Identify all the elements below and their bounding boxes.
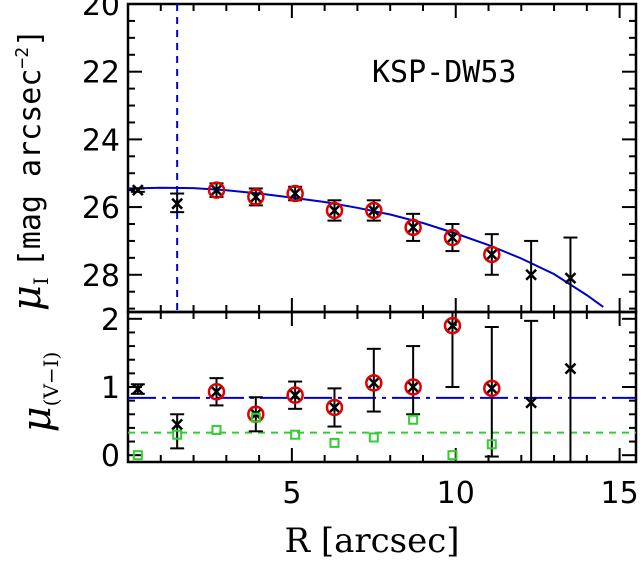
top-y-label-unit: [mag arcsec xyxy=(13,69,48,268)
top-y-label-main: μ xyxy=(4,285,50,311)
bottom-axes: 0 1 2 5 10 15 xyxy=(101,303,639,511)
top-y-tick-label: 22 xyxy=(82,56,120,91)
bottom-cross-point xyxy=(407,381,420,393)
bottom-y-tick-label: 1 xyxy=(101,371,120,406)
top-cross-point xyxy=(485,248,498,261)
top-axes: 20 22 24 26 28 xyxy=(82,0,636,312)
bottom-cross-point xyxy=(171,418,184,431)
bottom-cross-point xyxy=(328,401,341,414)
top-circle-point xyxy=(404,218,422,237)
bottom-cross-point xyxy=(131,383,144,395)
bottom-panel-frame xyxy=(126,310,638,464)
bottom-marks xyxy=(128,312,636,462)
top-cross-point xyxy=(446,231,459,244)
top-cross-point xyxy=(210,184,223,197)
bottom-cross-point xyxy=(485,382,498,395)
green-square-point xyxy=(172,429,183,440)
bottom-cross-point xyxy=(289,389,302,402)
top-circle-point xyxy=(286,184,304,203)
top-circle-point xyxy=(207,181,226,199)
bottom-y-tick-label: 0 xyxy=(101,439,120,474)
top-circle-point xyxy=(247,188,265,206)
bottom-circle-point xyxy=(207,383,226,401)
top-y-tick-label: 26 xyxy=(82,191,120,226)
bottom-cross-point xyxy=(446,319,459,332)
top-cross-point xyxy=(328,204,341,217)
top-circle-point xyxy=(443,228,462,247)
green-square-point xyxy=(447,450,458,461)
bottom-circle-point xyxy=(483,379,501,398)
bottom-circle-point xyxy=(404,378,422,396)
top-y-tick-label: 20 xyxy=(82,0,120,23)
bottom-y-axis-label: μ(V−I) xyxy=(14,352,63,433)
bottom-cross-point xyxy=(525,396,538,409)
bottom-cross-point xyxy=(367,377,380,389)
top-y-axis-label: μI [mag arcsec−2] xyxy=(4,29,53,311)
bottom-y-label-main: μ xyxy=(14,406,60,432)
top-y-tick-label: 24 xyxy=(82,123,120,158)
green-square-point xyxy=(368,432,379,443)
green-square-point xyxy=(408,414,419,425)
top-cross-point xyxy=(407,221,420,234)
green-square-point xyxy=(132,450,143,461)
top-cross-point xyxy=(249,191,262,203)
top-circle-point xyxy=(325,201,344,220)
top-cross-point xyxy=(564,272,577,285)
top-marks xyxy=(127,4,604,313)
green-square-point xyxy=(290,429,301,440)
top-circle-point xyxy=(365,201,383,220)
bottom-circle-point xyxy=(286,386,304,404)
bottom-y-tick-label: 2 xyxy=(101,303,120,338)
top-y-label-sub: I xyxy=(29,277,53,285)
bottom-cross-point xyxy=(564,362,577,375)
x-axis-label: R [arcsec] xyxy=(284,521,459,561)
bottom-y-label-sub: (V−I) xyxy=(39,352,63,407)
top-cross-point xyxy=(525,268,538,281)
bottom-circle-point xyxy=(325,398,344,417)
x-tick-label: 5 xyxy=(282,476,301,511)
green-square-point xyxy=(250,412,261,423)
top-y-label-close: ] xyxy=(13,29,48,47)
top-cross-point xyxy=(171,197,184,210)
green-square-point xyxy=(329,437,340,448)
bottom-circle-point xyxy=(443,316,462,335)
bottom-cross-point xyxy=(210,385,223,398)
top-cross-point xyxy=(289,187,302,200)
x-tick-label: 10 xyxy=(437,476,475,511)
top-y-label-sup: −2 xyxy=(12,47,33,69)
bottom-circle-point xyxy=(365,374,383,392)
top-panel-frame xyxy=(126,2,638,314)
top-y-tick-label: 28 xyxy=(82,259,120,294)
green-square-point xyxy=(486,439,497,450)
top-circle-point xyxy=(483,245,501,264)
chart-title: KSP-DW53 xyxy=(372,55,517,90)
green-square-point xyxy=(211,424,222,435)
top-cross-point xyxy=(367,204,380,217)
x-tick-label: 15 xyxy=(601,476,639,511)
top-cross-point xyxy=(131,184,144,197)
